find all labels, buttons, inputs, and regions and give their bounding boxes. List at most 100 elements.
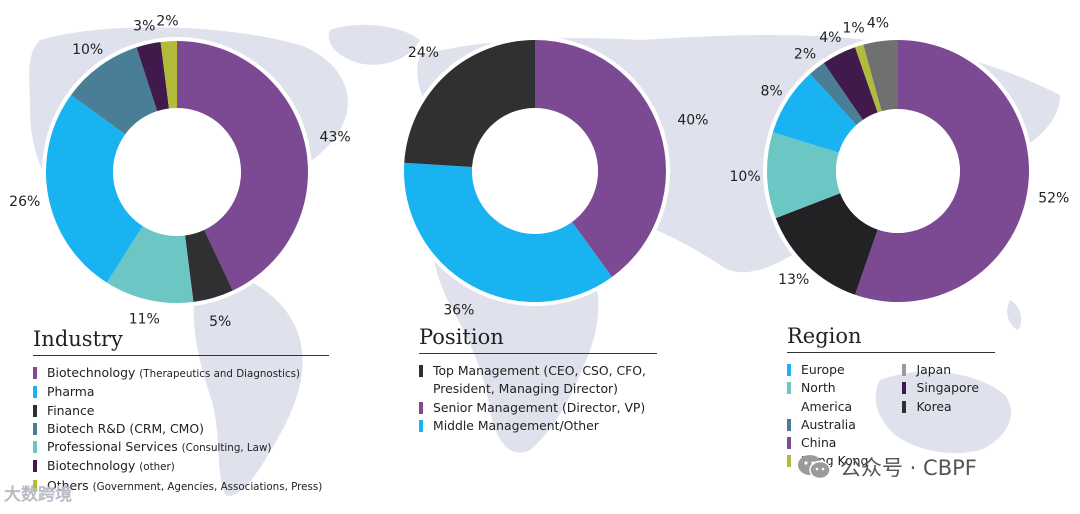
legend-note: (Therapeutics and Diagnostics) — [139, 368, 300, 380]
legend-swatch — [419, 365, 423, 377]
slice-label: 3% — [133, 19, 155, 35]
legend-label: China — [801, 435, 837, 451]
legend-item: Professional Services (Consulting, Law) — [33, 438, 329, 457]
legend-label: Biotechnology — [47, 458, 136, 474]
legend-item: Biotechnology (other) — [33, 457, 329, 476]
legend-item: Top Management (CEO, CSO, CFO, President… — [419, 362, 657, 399]
donut-slice — [772, 73, 857, 153]
legend-swatch — [33, 441, 37, 454]
legend-swatch — [787, 364, 791, 376]
position-donut: 40% 36% 24% — [400, 36, 708, 318]
legend-note: (Government, Agencies, Associations, Pre… — [92, 480, 323, 493]
legend-swatch — [902, 382, 907, 395]
slice-label: 52% — [1038, 190, 1069, 206]
region-panel: Region Europe North America Australia Ch… — [787, 324, 995, 471]
slice-label: 13% — [778, 272, 809, 288]
legend-swatch — [419, 419, 423, 432]
legend-swatch — [787, 455, 791, 468]
legend-label: Singapore — [916, 380, 979, 396]
donut-slice — [136, 42, 169, 112]
legend-label: North America — [801, 380, 853, 414]
legend-item: Korea — [902, 398, 979, 416]
watermark-text: 公众号 · CBPF — [840, 456, 977, 480]
legend-item: Pharma — [33, 383, 329, 401]
slice-label: 4% — [867, 15, 889, 31]
legend-swatch — [33, 460, 37, 473]
legend-swatch — [33, 367, 37, 379]
legend-label: Europe — [801, 362, 845, 377]
donut-slice — [810, 62, 863, 126]
legend-label: Biotech R&D (CRM, CMO) — [47, 420, 204, 436]
watermark: 公众号 · CBPF — [796, 452, 977, 482]
slice-label: 36% — [443, 302, 474, 318]
legend-label: Finance — [47, 402, 95, 418]
slice-label: 8% — [760, 83, 782, 99]
legend-item: Australia — [787, 416, 886, 434]
donut-slice — [404, 162, 612, 302]
slice-label: 26% — [9, 194, 40, 210]
region-title: Region — [787, 324, 995, 353]
legend-swatch — [33, 479, 37, 492]
legend-label: Professional Services — [47, 439, 178, 455]
legend-item: North America — [787, 379, 886, 416]
slice-label: 11% — [129, 311, 160, 327]
legend-label: Biotechnology — [47, 365, 136, 380]
slice-label: 1% — [842, 21, 864, 37]
legend-swatch — [787, 382, 791, 395]
wechat-icon — [798, 455, 831, 480]
legend-label: Senior Management (Director, VP) — [433, 399, 646, 415]
industry-title: Industry — [33, 327, 329, 356]
donut-slice — [160, 41, 177, 109]
legend-item: Europe — [787, 361, 886, 379]
legend-item: Senior Management (Director, VP) — [419, 399, 657, 417]
legend-swatch — [902, 364, 907, 376]
donut-slice — [404, 40, 535, 168]
position-title: Position — [419, 325, 657, 354]
industry-donut: 43% 5% 11% 26% 10% 3% 2% — [9, 13, 350, 330]
legend-label: Japan — [916, 362, 952, 377]
legend-item: Japan — [902, 361, 979, 379]
legend-swatch — [33, 422, 37, 435]
legend-item: China — [787, 434, 886, 452]
legend-item: Finance — [33, 402, 329, 420]
legend-label: Korea — [916, 398, 952, 414]
slice-label: 10% — [730, 169, 761, 185]
legend-swatch — [787, 437, 791, 450]
legend-swatch — [419, 401, 423, 414]
donut-slice — [855, 40, 1029, 302]
donut-slice — [823, 47, 878, 120]
donut-slice — [767, 132, 841, 219]
legend-swatch — [33, 386, 37, 399]
legend-label: Pharma — [47, 384, 95, 400]
legend-item: Middle Management/Other — [419, 417, 657, 435]
legend-swatch — [902, 400, 907, 413]
legend-label: Top Management (CEO, CSO, CFO, President… — [433, 363, 646, 397]
slice-label: 40% — [677, 113, 708, 129]
legend-note: (Consulting, Law) — [181, 442, 272, 455]
donut-slice — [106, 226, 194, 303]
legend-label: Others — [47, 477, 89, 493]
legend-label: Middle Management/Other — [433, 417, 599, 433]
legend-item: Singapore — [902, 379, 979, 397]
donut-slice — [863, 40, 898, 112]
legend-item: Biotech R&D (CRM, CMO) — [33, 420, 329, 438]
region-legend-col1: Europe North America Australia China Hon… — [787, 361, 886, 471]
donut-slice — [535, 40, 666, 277]
legend-item: Others (Government, Agencies, Associatio… — [33, 477, 329, 496]
donut-slice — [185, 229, 233, 302]
position-panel: Position Top Management (CEO, CSO, CFO, … — [419, 325, 657, 435]
slice-label: 2% — [156, 13, 178, 29]
donut-hole — [836, 109, 960, 233]
slice-label: 24% — [408, 45, 439, 61]
legend-swatch — [33, 404, 37, 417]
donut-hole — [113, 108, 241, 236]
donut-slice — [855, 44, 882, 113]
position-legend: Top Management (CEO, CSO, CFO, President… — [419, 362, 657, 435]
slice-label: 43% — [320, 130, 351, 146]
donut-hole — [472, 108, 598, 234]
legend-note: (other) — [139, 461, 175, 474]
donut-slice — [46, 95, 143, 283]
region-legend-col2: Japan Singapore Korea — [902, 361, 979, 471]
